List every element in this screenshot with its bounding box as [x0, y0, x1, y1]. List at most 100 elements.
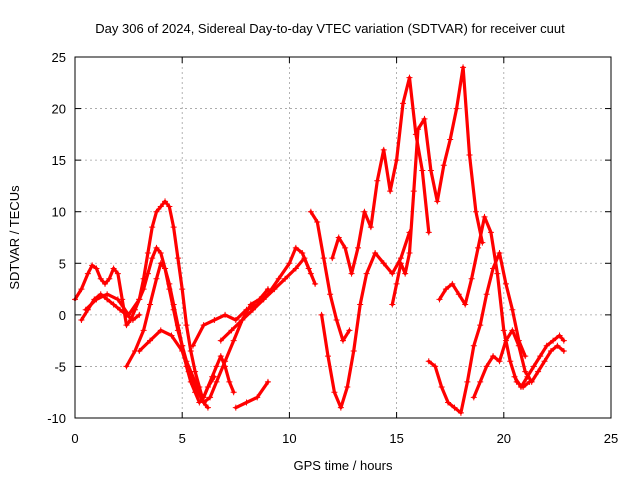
data-point: [129, 317, 136, 324]
data-point: [232, 404, 239, 411]
data-point: [560, 347, 567, 354]
data-point: [502, 280, 509, 287]
x-tick-label: 20: [497, 431, 511, 446]
gridlines: [75, 57, 611, 418]
data-point: [393, 157, 400, 164]
series-trace: [137, 287, 270, 405]
data-point: [183, 322, 190, 329]
data-point: [97, 291, 104, 298]
data-point: [149, 224, 156, 231]
data-point: [153, 275, 160, 282]
data-point: [123, 363, 130, 370]
data-point: [421, 115, 428, 122]
data-point: [438, 384, 445, 391]
data-point: [243, 399, 250, 406]
data-point: [331, 389, 338, 396]
data-point: [320, 255, 327, 262]
data-point: [500, 327, 507, 334]
data-point: [346, 327, 353, 334]
data-point: [179, 347, 186, 354]
data-point: [84, 306, 91, 313]
data-point: [380, 260, 387, 267]
x-tick-label: 15: [389, 431, 403, 446]
data-point: [535, 368, 542, 375]
data-point: [466, 151, 473, 158]
data-point: [222, 358, 229, 365]
data-point: [211, 317, 218, 324]
data-point: [213, 378, 220, 385]
axis-ticks: 0 5 10 15 20 25 -10 -5 0 5 10 15 20 25: [47, 50, 618, 446]
data-point: [162, 265, 169, 272]
x-tick-label: 0: [71, 431, 78, 446]
data-point: [537, 353, 544, 360]
data-point: [136, 311, 143, 318]
y-tick-label: 25: [52, 50, 66, 65]
data-point: [249, 306, 256, 313]
data-point: [445, 399, 452, 406]
data-point: [496, 249, 503, 256]
data-point: [335, 234, 342, 241]
data-point: [209, 373, 216, 380]
data-point: [470, 342, 477, 349]
data-point: [78, 286, 85, 293]
data-point: [136, 296, 143, 303]
x-tick-label: 10: [282, 431, 296, 446]
y-tick-label: -5: [54, 359, 66, 374]
data-point: [93, 265, 100, 272]
data-point: [312, 280, 319, 287]
data-point: [432, 363, 439, 370]
data-point: [91, 296, 98, 303]
data-point: [104, 296, 111, 303]
series-arc-h: [307, 208, 353, 344]
data-point: [477, 322, 484, 329]
data-point: [481, 213, 488, 220]
data-point: [357, 301, 364, 308]
data-point: [329, 255, 336, 262]
data-point: [157, 249, 164, 256]
series-arc-f: [232, 378, 271, 411]
data-point: [222, 311, 229, 318]
data-point: [162, 198, 169, 205]
data-point: [389, 270, 396, 277]
data-point: [217, 337, 224, 344]
data-point: [363, 270, 370, 277]
y-tick-label: 20: [52, 102, 66, 117]
series-trace: [79, 292, 141, 322]
data-point: [393, 280, 400, 287]
data-point: [170, 224, 177, 231]
series-trace: [427, 251, 527, 415]
data-point: [136, 347, 143, 354]
x-tick-label: 5: [179, 431, 186, 446]
data-point: [207, 394, 214, 401]
data-point: [470, 394, 477, 401]
data-point: [286, 260, 293, 267]
x-tick-label: 25: [604, 431, 618, 446]
data-point: [528, 378, 535, 385]
y-tick-label: 5: [59, 256, 66, 271]
data-point: [239, 317, 246, 324]
y-tick-label: 10: [52, 205, 66, 220]
data-point: [226, 378, 233, 385]
data-point: [327, 291, 334, 298]
data-point: [140, 275, 147, 282]
data-point: [114, 296, 121, 303]
data-point: [170, 301, 177, 308]
data-point: [507, 358, 514, 365]
data-point: [455, 291, 462, 298]
data-point: [282, 275, 289, 282]
data-point: [174, 255, 181, 262]
series-arc-n: [470, 327, 567, 401]
data-point: [530, 363, 537, 370]
data-point: [483, 363, 490, 370]
data-point: [372, 249, 379, 256]
data-point: [123, 311, 130, 318]
data-point: [460, 64, 467, 71]
data-point: [230, 389, 237, 396]
data-point: [104, 291, 111, 298]
data-point: [483, 291, 490, 298]
x-axis-label: GPS time / hours: [294, 458, 393, 473]
y-tick-label: 0: [59, 308, 66, 323]
data-point: [494, 270, 501, 277]
data-point: [468, 275, 475, 282]
series-arc-j: [329, 74, 432, 277]
